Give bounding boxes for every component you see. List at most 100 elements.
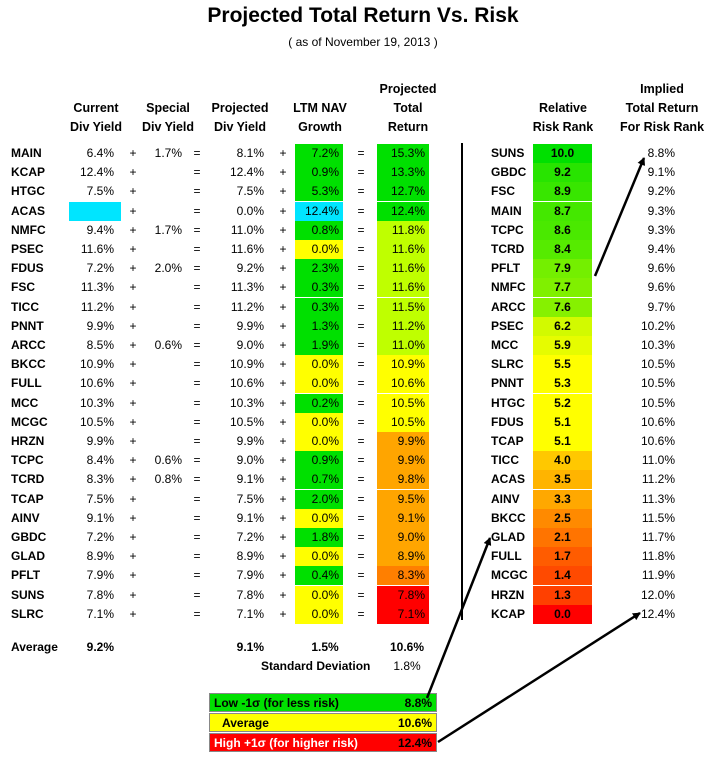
projected-div-yield-cell: 10.5% [229,415,264,429]
current-div-yield-cell: 7.8% [86,588,114,602]
projected-total-return-cell: 9.9% [377,432,429,451]
plus-operator: + [129,338,137,352]
projected-total-return-cell: 8.9% [377,547,429,566]
chart-title: Projected Total Return Vs. Risk [207,4,519,27]
std-dev-label: Standard Deviation [261,659,371,673]
equals-operator: = [357,300,365,314]
equals-operator: = [193,261,201,275]
risk-rank-cell: 10.0 [533,144,592,163]
implied-total-return-cell: 8.8% [647,146,675,160]
projected-total-return-cell: 15.3% [377,144,429,163]
current-div-yield-cell: 8.9% [86,549,114,563]
summary-row: Average 10.6% [209,713,437,732]
row-ticker: HRZN [11,434,45,448]
projected-div-yield-cell: 12.4% [229,165,264,179]
header-relative-risk-rank: Relative Risk Rank [532,101,594,134]
equals-operator: = [193,280,201,294]
plus-operator: + [129,588,137,602]
equals-operator: = [357,184,365,198]
equals-operator: = [193,511,201,525]
risk-row-ticker: FSC [491,184,515,198]
implied-total-return-cell: 9.6% [647,280,675,294]
plus-operator: + [129,223,137,237]
projected-total-return-cell: 11.6% [377,240,429,259]
equals-operator: = [357,146,365,160]
plus-operator: + [129,415,137,429]
risk-rank-cell: 6.2 [533,317,592,336]
projected-div-yield-cell: 0.0% [236,204,264,218]
projected-total-return-cell: 8.3% [377,566,429,585]
equals-operator: = [357,434,365,448]
projected-div-yield-cell: 9.1% [236,472,264,486]
plus-operator: + [279,300,287,314]
equals-operator: = [357,261,365,275]
risk-row-ticker: TCRD [491,242,525,256]
summary-value: 12.4% [397,736,432,750]
summary-label: High +1σ (for higher risk) [214,736,358,750]
row-ticker: AINV [11,511,40,525]
current-div-yield-cell: 7.5% [86,492,114,506]
plus-operator: + [279,376,287,390]
plus-operator: + [279,530,287,544]
projected-total-return-cell: 11.6% [377,278,429,297]
plus-operator: + [129,165,137,179]
average-label: Average [11,640,58,654]
risk-row-ticker: PFLT [491,261,521,275]
projected-total-return-cell: 9.1% [377,509,429,528]
current-div-yield-cell: 9.1% [86,511,114,525]
current-div-yield-cell: 7.5% [86,184,114,198]
risk-row-ticker: FULL [491,549,522,563]
plus-operator: + [129,242,137,256]
projected-div-yield-cell: 10.9% [229,357,264,371]
current-div-yield-cell: 9.9% [86,434,114,448]
risk-rank-cell: 5.1 [533,413,592,432]
summary-row: High +1σ (for higher risk) 12.4% [209,733,437,752]
row-ticker: PNNT [11,319,44,333]
implied-total-return-cell: 9.6% [647,261,675,275]
ltm-nav-growth-cell: 0.0% [295,355,343,374]
equals-operator: = [193,568,201,582]
equals-operator: = [193,396,201,410]
implied-total-return-cell: 9.2% [647,184,675,198]
equals-operator: = [193,530,201,544]
risk-row-ticker: ACAS [491,472,526,486]
implied-total-return-cell: 9.7% [647,300,675,314]
risk-rank-cell: 3.5 [533,470,592,489]
header-ltm-nav-growth: LTM NAV Growth [293,101,347,134]
projected-total-return-cell: 11.0% [377,336,429,355]
current-div-yield-cell: 11.3% [80,280,114,294]
summary-value: 10.6% [397,716,432,730]
ltm-nav-growth-cell: 0.0% [295,374,343,393]
header-special-div-yield: Special Div Yield [141,101,195,134]
risk-rank-cell: 1.7 [533,547,592,566]
ltm-nav-growth-cell: 0.4% [295,566,343,585]
current-div-yield-cell: 7.9% [86,568,114,582]
projected-div-yield-cell: 7.5% [236,492,264,506]
summary-label: Average [222,716,269,730]
current-div-yield-cell: 10.5% [79,415,114,429]
plus-operator: + [129,280,137,294]
ltm-nav-growth-cell: 0.9% [295,451,343,470]
implied-total-return-cell: 10.5% [640,357,675,371]
risk-row-ticker: PNNT [491,376,524,390]
implied-total-return-cell: 10.6% [640,415,675,429]
implied-total-return-cell: 9.3% [647,204,675,218]
equals-operator: = [193,376,201,390]
average-ltm-nav-growth: 1.5% [311,640,339,654]
plus-operator: + [129,434,137,448]
ltm-nav-growth-cell: 2.3% [295,259,343,278]
projected-div-yield-cell: 7.5% [236,184,264,198]
projected-div-yield-cell: 11.6% [230,242,264,256]
plus-operator: + [279,319,287,333]
average-projected-div-yield: 9.1% [236,640,264,654]
current-div-yield-cell: 11.6% [80,242,114,256]
projected-div-yield-cell: 11.0% [230,223,264,237]
projected-total-return-cell: 12.4% [377,202,429,221]
arrow-high-to-kcap [437,611,641,744]
plus-operator: + [279,549,287,563]
current-div-yield-cell: 7.1% [86,607,114,621]
ltm-nav-growth-cell: 0.2% [295,394,343,413]
divider-line [461,143,463,620]
risk-row-ticker: MAIN [491,204,522,218]
risk-rank-cell: 3.3 [533,490,592,509]
